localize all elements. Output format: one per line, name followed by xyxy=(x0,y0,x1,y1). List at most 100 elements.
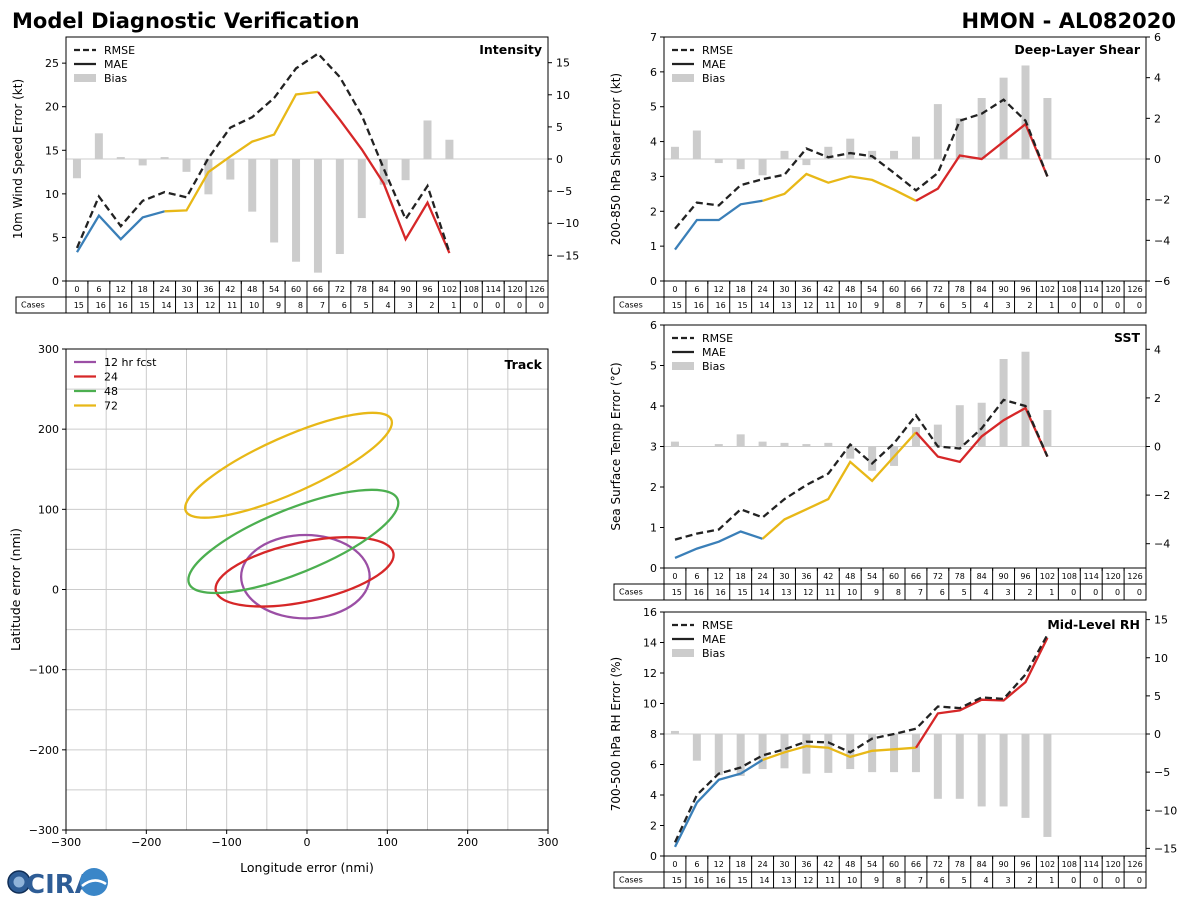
hour-label: 30 xyxy=(779,572,789,581)
y-tick-label: 0 xyxy=(650,850,657,863)
y-tick-label: 0 xyxy=(650,562,657,575)
y-tick-label: 2 xyxy=(650,820,657,833)
y-tick-label: 5 xyxy=(650,101,657,114)
cases-row xyxy=(613,296,1147,314)
mae-line-late xyxy=(915,406,1049,464)
bias-bar xyxy=(204,159,213,195)
x-axis-label: Longitude error (nmi) xyxy=(240,860,374,875)
y-tick-label: 1 xyxy=(650,522,657,535)
case-count: 11 xyxy=(825,301,835,310)
y2-tick-label: 10 xyxy=(1154,652,1168,665)
case-count: 15 xyxy=(737,588,747,597)
cases-row xyxy=(15,296,549,314)
case-count: 13 xyxy=(183,301,193,310)
case-count: 0 xyxy=(473,301,478,310)
case-count: 10 xyxy=(847,588,857,597)
bias-bar xyxy=(401,159,410,181)
panel-title: Mid-Level RH xyxy=(1047,617,1140,632)
track-ellipse xyxy=(183,411,394,519)
hour-label: 72 xyxy=(933,285,943,294)
mae-line-early xyxy=(673,758,764,848)
y2-tick-label: 0 xyxy=(1154,728,1161,741)
mae-line-late xyxy=(915,637,1049,749)
y2-tick-label: −15 xyxy=(1154,842,1177,855)
y2-tick-label: 0 xyxy=(1154,441,1161,454)
case-count: 0 xyxy=(1093,876,1098,885)
case-count: 9 xyxy=(874,301,879,310)
hour-label: 60 xyxy=(291,285,301,294)
case-count: 0 xyxy=(495,301,500,310)
y2-tick-label: 4 xyxy=(1154,72,1161,85)
mae-line-early xyxy=(674,199,763,251)
case-count: 2 xyxy=(1027,876,1032,885)
legend-rmse-label: RMSE xyxy=(104,44,135,57)
hour-label: 6 xyxy=(694,572,699,581)
bias-bar xyxy=(160,157,169,159)
y-tick-label: 2 xyxy=(650,481,657,494)
case-count: 6 xyxy=(342,301,347,310)
legend-mae-label: MAE xyxy=(702,633,726,646)
hour-label: 126 xyxy=(529,285,544,294)
case-count: 0 xyxy=(1071,301,1076,310)
legend-label: 12 hr fcst xyxy=(104,356,157,369)
cases-row xyxy=(613,583,1147,601)
case-count: 5 xyxy=(962,876,967,885)
hour-label: 6 xyxy=(96,285,101,294)
hour-label: 60 xyxy=(889,860,899,869)
y-tick-label: 6 xyxy=(650,319,657,332)
y-tick-label: 1 xyxy=(650,240,657,253)
y2-tick-label: 5 xyxy=(556,121,563,134)
hour-label: 60 xyxy=(889,572,899,581)
bias-bar xyxy=(1043,410,1052,447)
bias-bar xyxy=(977,98,986,159)
bias-bar xyxy=(182,159,191,172)
hour-label: 72 xyxy=(933,860,943,869)
rmse-line xyxy=(673,634,1049,843)
hour-label: 0 xyxy=(74,285,79,294)
bias-bar xyxy=(911,427,920,447)
bias-bar xyxy=(868,150,877,159)
y-tick-label: 0 xyxy=(52,275,59,288)
bias-bar xyxy=(72,159,81,179)
case-count: 11 xyxy=(825,588,835,597)
legend-mae-label: MAE xyxy=(104,58,128,71)
hour-label: 54 xyxy=(867,860,877,869)
y-tick-label: 3 xyxy=(650,441,657,454)
hour-label: 78 xyxy=(357,285,367,294)
case-count: 0 xyxy=(1071,588,1076,597)
case-count: 3 xyxy=(1005,588,1010,597)
hour-label: 66 xyxy=(911,860,921,869)
y-tick-label: 100 xyxy=(38,503,59,516)
hour-label: 114 xyxy=(486,285,501,294)
y2-tick-label: 4 xyxy=(1154,343,1161,356)
x-tick-label: −100 xyxy=(212,836,242,849)
rmse-line xyxy=(674,398,1049,541)
hour-label: 36 xyxy=(801,572,811,581)
hour-label: 108 xyxy=(1062,572,1077,581)
y-tick-label: 14 xyxy=(643,637,657,650)
x-tick-label: −300 xyxy=(51,836,81,849)
bias-bar xyxy=(94,133,103,159)
case-count: 6 xyxy=(940,588,945,597)
bias-bar xyxy=(1021,351,1030,447)
bias-bar xyxy=(868,446,877,471)
mae-line-early xyxy=(76,210,165,253)
bias-bar xyxy=(890,150,899,159)
mae-line-late xyxy=(915,122,1049,202)
bias-bar xyxy=(977,734,986,807)
bias-bar xyxy=(868,734,877,773)
bias-bar xyxy=(911,136,920,159)
hour-label: 120 xyxy=(1105,285,1120,294)
case-count: 7 xyxy=(320,301,325,310)
track-ellipse xyxy=(214,536,395,608)
case-count: 2 xyxy=(1027,301,1032,310)
case-count: 3 xyxy=(1005,301,1010,310)
bias-bar xyxy=(933,734,942,799)
bias-bar xyxy=(1043,98,1052,159)
y-axis-label: 10m Wind Speed Error (kt) xyxy=(11,79,25,239)
cases-label: Cases xyxy=(21,301,45,310)
y-tick-label: 7 xyxy=(650,31,657,44)
